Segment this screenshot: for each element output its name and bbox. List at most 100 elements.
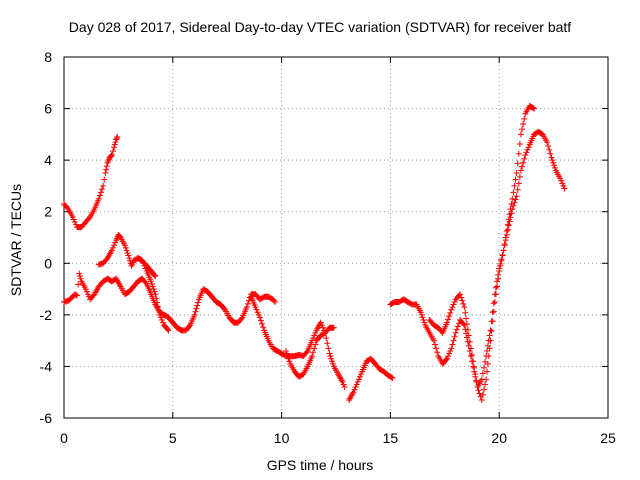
data-segment [387,102,538,403]
data-point [325,345,332,352]
data-point [489,309,496,316]
data-point [327,353,334,360]
data-point [194,302,201,309]
data-point [311,345,318,352]
x-tick-label: 15 [383,430,399,446]
data-point [156,311,163,318]
data-point [463,315,470,322]
y-tick-label: 0 [44,255,52,271]
data-point [108,151,115,158]
data-point [157,314,164,321]
data-point [83,288,90,295]
x-tick-label: 0 [60,430,68,446]
data-point [255,311,262,318]
data-point [521,115,528,122]
data-point [114,133,121,140]
data-point [192,308,199,315]
data-point [303,349,310,356]
data-point [285,355,292,362]
data-point [153,295,160,302]
data-point [515,150,522,157]
data-point [557,175,564,182]
data-point [151,288,158,295]
data-point [243,304,250,311]
data-point [479,391,486,398]
data-point [545,142,552,149]
data-point [523,149,530,156]
y-axis-label: SDTVAR / TECUs [8,183,24,297]
data-point [101,176,108,183]
data-point [495,271,502,278]
data-point [71,219,78,226]
data-point [551,164,558,171]
data-point [449,341,456,348]
data-point [459,297,466,304]
data-point [447,347,454,354]
data-point [142,279,149,286]
data-point [124,249,131,256]
data-point [513,170,520,177]
data-point [451,333,458,340]
x-tick-label: 20 [491,430,507,446]
data-point [448,345,455,352]
data-segment [95,231,159,280]
data-point [447,309,454,316]
data-point [514,186,521,193]
data-point [488,318,495,325]
data-point [520,159,527,166]
data-point [544,139,551,146]
data-point [253,306,260,313]
data-point [443,355,450,362]
data-point [259,320,266,327]
data-point [449,304,456,311]
data-point [522,151,529,158]
data-point [388,374,395,381]
data-point [525,144,532,151]
data-point [238,315,245,322]
data-point [310,349,317,356]
data-point [500,247,507,254]
data-point [509,206,516,213]
data-point [125,252,132,259]
data-point [102,170,109,177]
data-point [103,163,110,170]
data-point [311,332,318,339]
data-point [503,231,510,238]
data-point [510,202,517,209]
data-point [507,214,514,221]
y-tick-label: 8 [44,49,52,65]
data-point [113,135,120,142]
data-point [452,329,459,336]
data-point [329,358,336,365]
data-point [472,371,479,378]
data-point [141,262,148,269]
data-point [389,375,396,382]
data-point [531,105,538,112]
data-point [499,251,506,258]
data-point [476,390,483,397]
data-point [326,350,333,357]
data-point [186,323,193,330]
data-point [257,317,264,324]
data-point [432,341,439,348]
data-series [61,102,568,403]
data-point [318,322,325,329]
data-point [69,213,76,220]
data-point [355,376,362,383]
data-point [461,304,468,311]
data-point [465,332,472,339]
data-point [323,335,330,342]
data-point [244,300,251,307]
data-segment [61,270,279,334]
data-point [467,353,474,360]
data-point [310,335,317,342]
data-point [350,389,357,396]
data-point [419,314,426,321]
data-point [109,148,116,155]
data-point [70,216,77,223]
data-point [353,381,360,388]
data-point [99,186,106,193]
y-tick-label: 4 [44,152,52,168]
data-point [549,157,556,164]
data-point [461,322,468,329]
